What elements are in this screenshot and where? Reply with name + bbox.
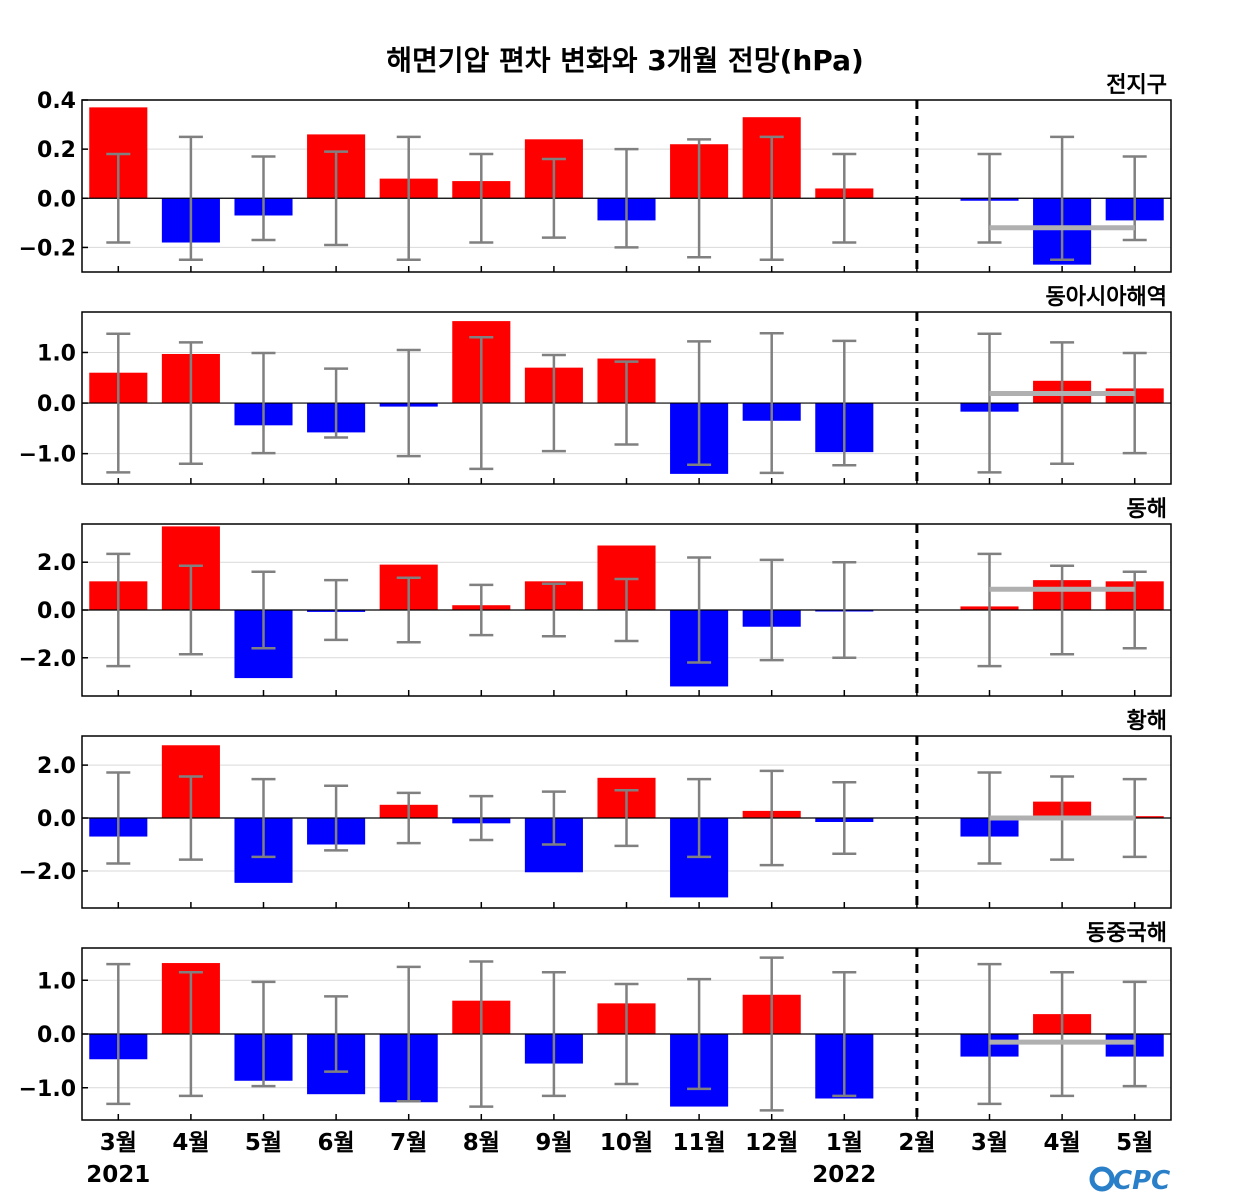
x-tick-label: 5월 xyxy=(1116,1130,1153,1156)
x-tick-label: 11월 xyxy=(673,1130,726,1156)
panel-region-label: 황해 xyxy=(1127,709,1167,734)
y-tick-label: 1.0 xyxy=(37,969,76,994)
panel-region-label: 전지구 xyxy=(1106,73,1167,98)
x-tick-label: 2월 xyxy=(898,1130,935,1156)
panel-5: −1.0 0.0 1.0 동중국해 xyxy=(19,921,1172,1121)
y-tick-label: 0.4 xyxy=(37,89,76,114)
panel-1: −0.2 0.0 0.2 0.4 전지구 xyxy=(19,73,1172,273)
y-tick-label: −1.0 xyxy=(19,1077,76,1102)
x-tick-label: 6월 xyxy=(318,1130,355,1156)
x-tick-label: 10월 xyxy=(600,1130,653,1156)
x-tick-label: 12월 xyxy=(745,1130,798,1156)
x-tick-label: 3월 xyxy=(971,1130,1008,1156)
y-tick-label: 2.0 xyxy=(37,551,76,576)
x-tick-label: 8월 xyxy=(463,1130,500,1156)
x-tick-label: 9월 xyxy=(535,1130,572,1156)
cpc-logo-mark xyxy=(1089,1166,1115,1192)
year-label: 2021 xyxy=(86,1162,150,1188)
y-tick-label: 0.0 xyxy=(37,187,76,212)
x-tick-label: 7월 xyxy=(390,1130,427,1156)
x-tick-label: 5월 xyxy=(245,1130,282,1156)
x-axis-labels: 3월 4월 5월 6월 7월 8월 9월 10월 11월 12월 1월 2월 3월 4월 5월 2021 202… xyxy=(86,1130,1153,1188)
y-tick-label: −0.2 xyxy=(19,236,76,261)
y-tick-label: −2.0 xyxy=(19,860,76,885)
year-label: 2022 xyxy=(812,1162,876,1188)
y-tick-label: 0.2 xyxy=(37,138,76,163)
cpc-logo-text: CPC xyxy=(1113,1166,1170,1196)
panel-2: −1.0 0.0 1.0 동아시아해역 xyxy=(19,285,1172,485)
panel-3: −2.0 0.0 2.0 동해 xyxy=(19,497,1172,697)
panel-region-label: 동해 xyxy=(1127,497,1167,522)
y-tick-label: 2.0 xyxy=(37,754,76,779)
chart-title: 해면기압 편차 변화와 3개월 전망(hPa) xyxy=(386,44,864,77)
y-tick-label: 0.0 xyxy=(37,1023,76,1048)
x-tick-label: 3월 xyxy=(100,1130,137,1156)
panels-layer: −0.2 0.0 0.2 0.4 전지구 −1.0 0.0 1.0 동아시아해역 −2.0 0.0 2… xyxy=(19,73,1172,1121)
y-tick-label: 0.0 xyxy=(37,392,76,417)
x-tick-label: 1월 xyxy=(826,1130,863,1156)
x-tick-label: 4월 xyxy=(1044,1130,1081,1156)
y-tick-label: −1.0 xyxy=(19,443,76,468)
cpc-logo: CPC xyxy=(1089,1166,1170,1196)
panel-4: −2.0 0.0 2.0 황해 xyxy=(19,709,1172,909)
y-tick-label: 1.0 xyxy=(37,341,76,366)
x-tick-label: 4월 xyxy=(172,1130,209,1156)
panel-region-label: 동아시아해역 xyxy=(1046,285,1167,310)
y-tick-label: −2.0 xyxy=(19,647,76,672)
panel-region-label: 동중국해 xyxy=(1086,921,1167,946)
y-tick-label: 0.0 xyxy=(37,599,76,624)
y-tick-label: 0.0 xyxy=(37,807,76,832)
